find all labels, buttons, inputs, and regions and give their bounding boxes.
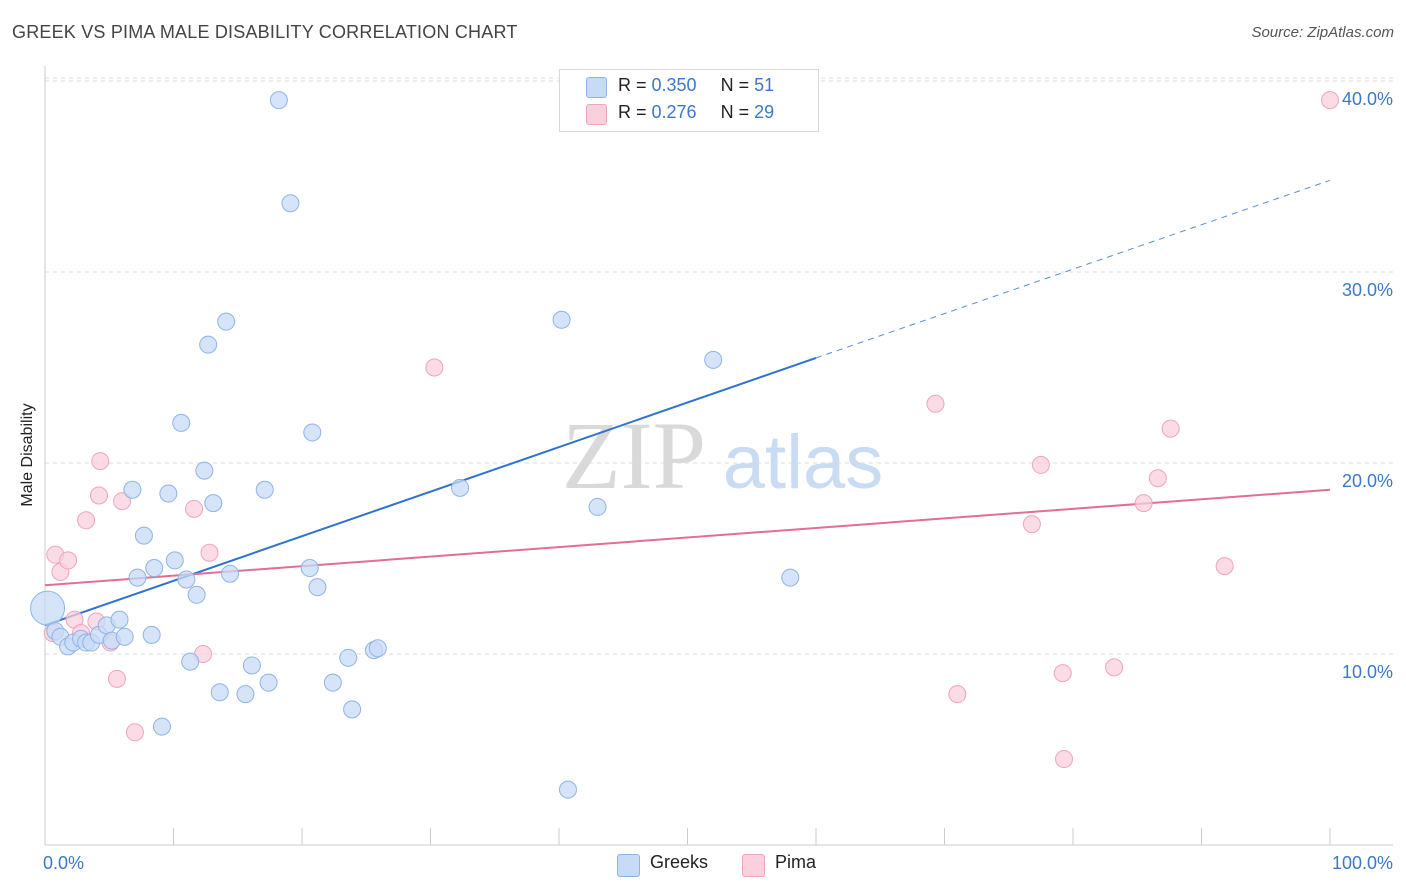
watermark-atlas: atlas — [723, 420, 884, 505]
greeks-point — [300, 559, 319, 578]
pima-n-value: 29 — [754, 102, 775, 122]
pima-point — [1215, 557, 1234, 576]
pima-point — [89, 486, 108, 505]
y-tick-label: 30.0% — [1342, 280, 1393, 300]
pima-point — [425, 358, 444, 377]
source-label: Source: ZipAtlas.com — [1251, 24, 1394, 41]
y-tick-label: 10.0% — [1342, 662, 1393, 682]
pima-point — [1161, 419, 1180, 438]
pima-point — [125, 723, 144, 742]
y-tick-label: 40.0% — [1342, 89, 1393, 109]
greeks-point — [323, 673, 342, 692]
greeks-point — [259, 673, 278, 692]
greeks-point — [255, 480, 274, 499]
greeks-point — [181, 652, 200, 671]
pima-point — [1105, 658, 1124, 677]
greeks-point — [128, 568, 147, 587]
pima-n-label: N = — [720, 102, 755, 122]
pima-point — [185, 499, 204, 518]
pima-point — [1134, 494, 1153, 513]
greeks-point — [343, 700, 362, 719]
greeks-point — [339, 648, 358, 667]
greeks-point — [781, 568, 800, 587]
pima-point — [1022, 515, 1041, 534]
greeks-point — [269, 91, 288, 110]
pima-r-value: 0.276 — [651, 102, 697, 122]
greeks-legend-swatch — [617, 854, 640, 877]
pima-point — [1055, 750, 1074, 769]
greeks-r-label: R = — [618, 75, 652, 95]
greeks-r-value: 0.350 — [651, 75, 697, 95]
greeks-point — [236, 685, 255, 704]
greeks-point — [242, 656, 261, 675]
greeks-point — [204, 494, 223, 513]
greeks-point — [588, 497, 607, 516]
greeks-trend-line — [44, 357, 817, 627]
watermark-zip: ZIP — [562, 402, 706, 509]
greeks-point — [165, 551, 184, 570]
greeks-point — [558, 780, 577, 799]
greeks-point — [199, 335, 218, 354]
pima-legend-swatch — [742, 854, 765, 877]
greeks-legend-label: Greeks — [650, 852, 709, 872]
x-tick-label-max: 100.0% — [1332, 853, 1393, 873]
greeks-trend-extension — [815, 179, 1331, 359]
pima-point — [1053, 664, 1072, 683]
pima-point — [1321, 91, 1339, 110]
greeks-point — [187, 585, 206, 604]
greeks-point — [303, 423, 322, 442]
greeks-point — [221, 564, 240, 583]
pima-legend-label: Pima — [775, 852, 817, 872]
greeks-point — [134, 526, 153, 545]
greeks-point — [281, 194, 300, 213]
greeks-point — [145, 559, 164, 578]
greeks-point — [451, 478, 470, 497]
greeks-point — [704, 350, 723, 369]
greeks-n-label: N = — [720, 75, 755, 95]
stats-legend: R = 0.350 N = 51 R = 0.276 N = 29 — [559, 69, 819, 132]
greeks-point — [110, 610, 129, 629]
greeks-point — [152, 717, 171, 736]
greeks-point — [123, 480, 142, 499]
greeks-point — [115, 627, 134, 646]
greeks-point — [368, 639, 387, 658]
pima-point — [91, 452, 110, 471]
greeks-swatch — [586, 77, 607, 98]
greeks-point — [552, 310, 571, 329]
greeks-point — [30, 590, 66, 626]
chart-title: GREEK VS PIMA MALE DISABILITY CORRELATIO… — [12, 22, 518, 42]
greeks-point — [217, 312, 236, 331]
greeks-point — [172, 413, 191, 432]
pima-point — [1031, 455, 1050, 474]
greeks-point — [308, 578, 327, 597]
greeks-point — [210, 683, 229, 702]
pima-r-label: R = — [618, 102, 652, 122]
greeks-point — [195, 461, 214, 480]
greeks-point — [142, 625, 161, 644]
greeks-n-value: 51 — [754, 75, 775, 95]
pima-point — [113, 492, 132, 511]
pima-point — [107, 669, 126, 688]
pima-trend-line — [44, 488, 1331, 587]
x-tick-label-min: 0.0% — [43, 853, 84, 873]
greeks-point — [177, 570, 196, 589]
pima-swatch — [586, 104, 607, 125]
pima-point — [200, 543, 219, 562]
y-tick-label: 20.0% — [1342, 471, 1393, 491]
pima-point — [1148, 469, 1167, 488]
pima-point — [926, 394, 945, 413]
greeks-point — [159, 484, 178, 503]
pima-point — [77, 511, 96, 530]
pima-point — [59, 551, 78, 570]
pima-point — [948, 685, 967, 704]
